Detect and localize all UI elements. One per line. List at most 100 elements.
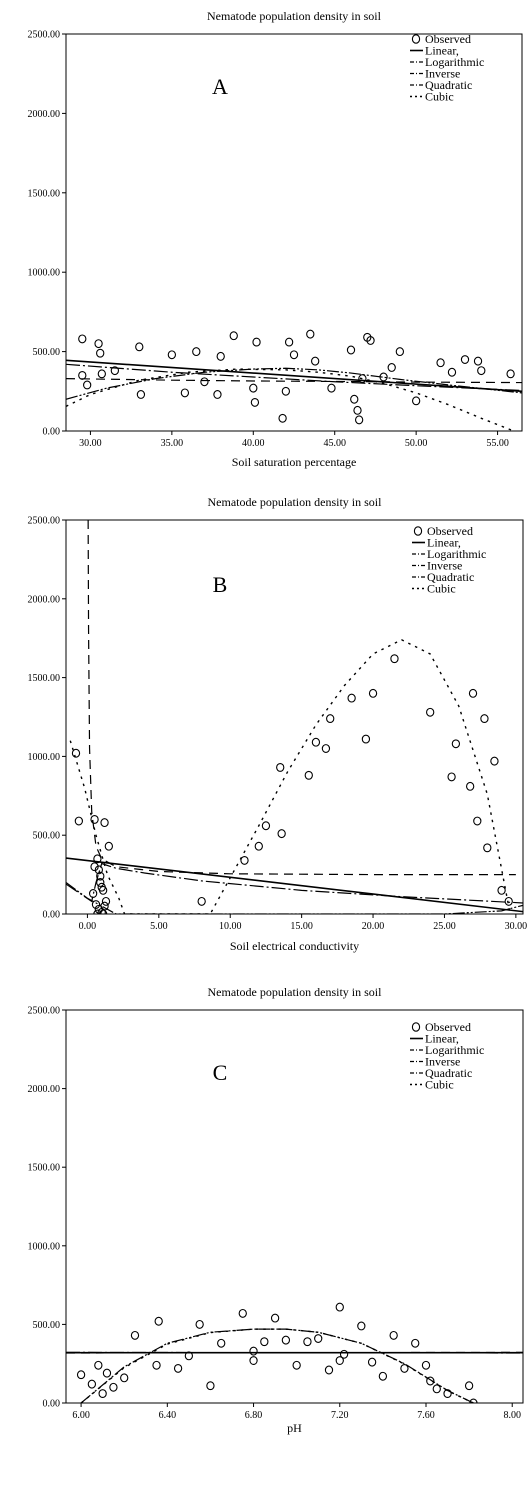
legend-entry-cubic: Cubic	[425, 1078, 454, 1092]
observed-point	[152, 1360, 161, 1370]
chart-panel-a: Nematode population density in soil A 0.00…	[28, 9, 523, 469]
x-tick-label: 0.00	[79, 921, 97, 932]
y-tick-label: 0.00	[43, 1399, 61, 1410]
observed-point	[497, 885, 506, 895]
x-tick-label: 20.00	[362, 921, 385, 932]
y-tick-label: 1000.00	[28, 752, 61, 763]
x-tick-label: 10.00	[219, 921, 242, 932]
observed-point	[98, 1389, 107, 1399]
observed-point	[321, 744, 331, 753]
x-tick-label: 40.00	[242, 438, 265, 449]
observed-point	[335, 1356, 344, 1366]
observed-point	[368, 688, 378, 698]
observed-point	[250, 397, 260, 407]
observed-point	[432, 1384, 441, 1394]
legend-entry-inverse: Inverse	[425, 1055, 460, 1069]
y-tick-label: 1500.00	[28, 1163, 61, 1174]
series-line-cubic	[66, 368, 515, 431]
observed-point	[213, 390, 222, 399]
observed-point	[100, 901, 109, 911]
observed-point	[506, 369, 515, 379]
observed-point	[400, 1363, 409, 1373]
x-tick-label: 55.00	[486, 438, 509, 449]
observed-point	[90, 862, 99, 872]
observed-point	[276, 762, 285, 772]
observed-point	[96, 348, 105, 358]
legend-entry-logarithmic: Logarithmic	[425, 1043, 484, 1057]
legend-entry-observed: Observed	[425, 1020, 471, 1034]
y-tick-label: 1000.00	[28, 1241, 61, 1252]
observed-point	[466, 781, 475, 791]
observed-point	[261, 821, 271, 831]
observed-point	[270, 1313, 280, 1323]
observed-point	[303, 1337, 312, 1347]
series-line-inverse	[66, 1351, 523, 1354]
observed-point	[154, 1316, 163, 1326]
panel-label: B	[213, 572, 228, 597]
observed-point	[281, 1335, 291, 1345]
plot-area	[66, 1302, 523, 1403]
chart-title: Nematode population density in soil	[208, 985, 383, 999]
legend-marker-observed	[411, 1022, 421, 1032]
observed-point	[311, 737, 321, 747]
observed-point	[254, 841, 263, 851]
observed-point	[74, 816, 84, 826]
series-line-inverse	[66, 378, 522, 384]
observed-point	[347, 693, 356, 703]
observed-point	[306, 329, 315, 339]
series-line-quadratic	[66, 367, 522, 400]
series-line-linear	[66, 359, 522, 393]
y-tick-label: 1500.00	[28, 673, 61, 684]
x-axis-label: Soil saturation percentage	[232, 455, 357, 469]
x-tick-label: 30.00	[505, 921, 527, 932]
panel-label: C	[213, 1060, 228, 1085]
observed-point	[192, 347, 201, 357]
observed-point	[304, 770, 313, 780]
plot-area	[66, 329, 522, 431]
legend-entry-observed: Observed	[427, 524, 473, 538]
y-tick-label: 0.00	[43, 427, 61, 438]
observed-point	[473, 356, 483, 366]
observed-point	[278, 413, 287, 423]
observed-point	[281, 386, 291, 396]
y-tick-label: 2500.00	[28, 30, 61, 41]
x-tick-label: 35.00	[161, 438, 184, 449]
observed-point	[184, 1351, 194, 1361]
observed-point	[483, 843, 492, 853]
observed-point	[464, 1381, 474, 1391]
observed-point	[358, 374, 367, 384]
observed-point	[88, 889, 98, 898]
observed-point	[136, 390, 146, 399]
observed-point	[292, 1360, 301, 1370]
observed-point	[216, 351, 225, 361]
observed-point	[110, 366, 120, 376]
y-tick-label: 1000.00	[28, 268, 61, 279]
observed-point	[326, 714, 335, 724]
observed-point	[490, 756, 499, 766]
y-tick-label: 500.00	[33, 831, 61, 842]
observed-point	[339, 1349, 349, 1359]
observed-point	[411, 396, 421, 406]
observed-point	[447, 772, 456, 782]
y-tick-label: 2500.00	[28, 1006, 61, 1017]
observed-point	[93, 909, 102, 914]
observed-point	[436, 358, 445, 368]
observed-point	[473, 816, 482, 826]
observed-point	[468, 688, 478, 698]
legend-marker-observed	[411, 34, 421, 44]
observed-point	[357, 1321, 366, 1331]
observed-point	[284, 337, 294, 347]
y-tick-label: 2000.00	[28, 109, 61, 120]
plot-frame	[65, 1009, 524, 1404]
series-line-inverse	[87, 520, 516, 876]
legend-entry-quadratic: Quadratic	[425, 78, 472, 92]
y-tick-label: 500.00	[33, 347, 61, 358]
x-tick-label: 45.00	[323, 438, 346, 449]
observed-point	[173, 1363, 183, 1373]
x-tick-label: 6.00	[72, 1410, 90, 1421]
observed-point	[76, 1370, 86, 1380]
observed-point	[252, 337, 261, 347]
observed-point	[96, 871, 105, 881]
x-tick-label: 7.60	[417, 1410, 435, 1421]
